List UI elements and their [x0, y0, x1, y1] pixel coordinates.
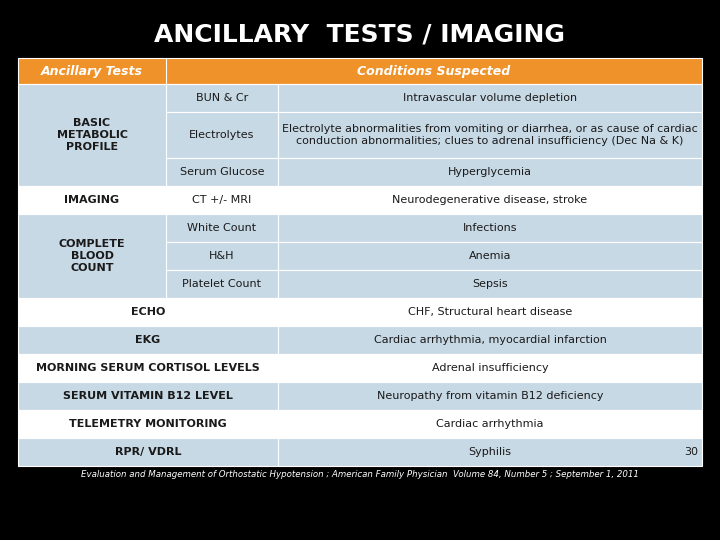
- Text: Intravascular volume depletion: Intravascular volume depletion: [403, 93, 577, 103]
- Text: BUN & Cr: BUN & Cr: [196, 93, 248, 103]
- Bar: [18, 382, 278, 410]
- Bar: [278, 270, 702, 298]
- Text: COMPLETE
BLOOD
COUNT: COMPLETE BLOOD COUNT: [59, 239, 125, 273]
- Text: Serum Glucose: Serum Glucose: [180, 167, 264, 177]
- Text: Platelet Count: Platelet Count: [182, 279, 261, 289]
- Bar: [18, 410, 278, 438]
- Text: Hyperglycemia: Hyperglycemia: [448, 167, 532, 177]
- Text: Cardiac arrhythmia, myocardial infarction: Cardiac arrhythmia, myocardial infarctio…: [374, 335, 606, 345]
- Text: Electrolyte abnormalities from vomiting or diarrhea, or as cause of cardiac
cond: Electrolyte abnormalities from vomiting …: [282, 124, 698, 146]
- Bar: [166, 270, 278, 298]
- Text: Neurodegenerative disease, stroke: Neurodegenerative disease, stroke: [392, 195, 588, 205]
- Bar: [18, 214, 166, 298]
- Bar: [278, 84, 702, 112]
- Text: IMAGING: IMAGING: [64, 195, 120, 205]
- Bar: [278, 242, 702, 270]
- Text: EKG: EKG: [135, 335, 161, 345]
- Text: Cardiac arrhythmia: Cardiac arrhythmia: [436, 419, 544, 429]
- Bar: [278, 382, 702, 410]
- Text: BASIC
METABOLIC
PROFILE: BASIC METABOLIC PROFILE: [56, 118, 127, 152]
- Bar: [278, 298, 702, 326]
- Bar: [18, 58, 702, 84]
- Text: 30: 30: [684, 447, 698, 457]
- Text: Neuropathy from vitamin B12 deficiency: Neuropathy from vitamin B12 deficiency: [377, 391, 603, 401]
- Bar: [18, 326, 278, 354]
- Text: Electrolytes: Electrolytes: [189, 130, 255, 140]
- Text: Ancillary Tests: Ancillary Tests: [41, 64, 143, 78]
- Text: Anemia: Anemia: [469, 251, 511, 261]
- Text: RPR/ VDRL: RPR/ VDRL: [114, 447, 181, 457]
- Bar: [18, 84, 166, 186]
- Text: Conditions Suspected: Conditions Suspected: [357, 64, 510, 78]
- Bar: [278, 354, 702, 382]
- Bar: [278, 438, 702, 466]
- Text: ANCILLARY  TESTS / IMAGING: ANCILLARY TESTS / IMAGING: [155, 22, 565, 46]
- Bar: [166, 158, 278, 186]
- Bar: [166, 242, 278, 270]
- Bar: [18, 354, 278, 382]
- Text: H&H: H&H: [210, 251, 235, 261]
- Bar: [166, 186, 278, 214]
- Bar: [18, 298, 278, 326]
- Text: MORNING SERUM CORTISOL LEVELS: MORNING SERUM CORTISOL LEVELS: [36, 363, 260, 373]
- Bar: [278, 410, 702, 438]
- Text: CHF, Structural heart disease: CHF, Structural heart disease: [408, 307, 572, 317]
- Text: Infections: Infections: [463, 223, 517, 233]
- Bar: [278, 326, 702, 354]
- Text: TELEMETRY MONITORING: TELEMETRY MONITORING: [69, 419, 227, 429]
- Bar: [278, 214, 702, 242]
- Text: Syphilis: Syphilis: [469, 447, 511, 457]
- Bar: [18, 438, 278, 466]
- Bar: [278, 158, 702, 186]
- Bar: [278, 186, 702, 214]
- Text: SERUM VITAMIN B12 LEVEL: SERUM VITAMIN B12 LEVEL: [63, 391, 233, 401]
- Bar: [18, 186, 166, 214]
- Text: ECHO: ECHO: [131, 307, 165, 317]
- Text: White Count: White Count: [187, 223, 256, 233]
- Bar: [166, 112, 278, 158]
- Bar: [166, 214, 278, 242]
- Bar: [166, 84, 278, 112]
- Text: CT +/- MRI: CT +/- MRI: [192, 195, 251, 205]
- Text: Sepsis: Sepsis: [472, 279, 508, 289]
- Text: Evaluation and Management of Orthostatic Hypotension ; American Family Physician: Evaluation and Management of Orthostatic…: [81, 470, 639, 479]
- Text: Adrenal insufficiency: Adrenal insufficiency: [432, 363, 549, 373]
- Bar: [278, 112, 702, 158]
